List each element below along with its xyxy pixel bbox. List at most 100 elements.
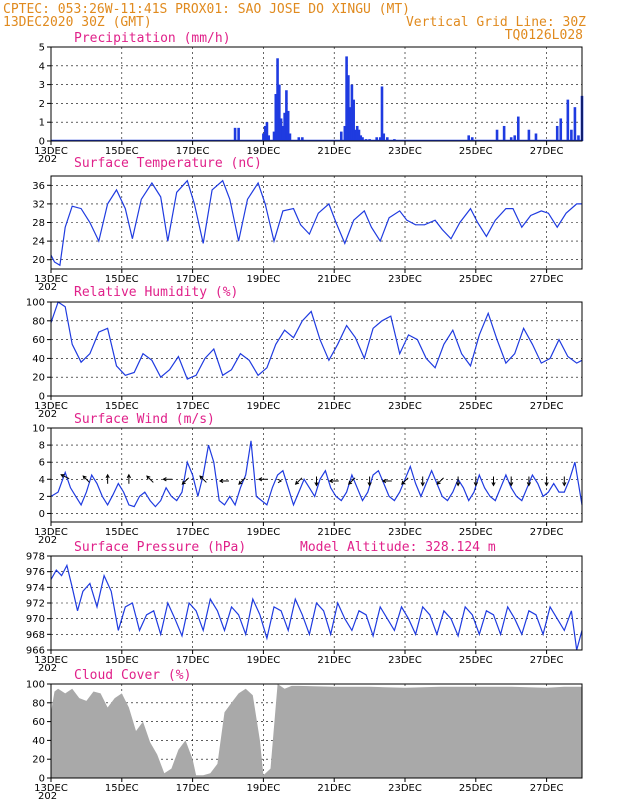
- wind-ytick-label: 8: [39, 441, 45, 452]
- wind-arrow-head: [544, 482, 549, 487]
- wind-arrow-head: [455, 482, 461, 487]
- wind-arrow-head: [257, 477, 263, 482]
- precip-bar: [343, 125, 347, 141]
- wind-arrow-shaft: [60, 474, 70, 480]
- precip-bar: [345, 56, 348, 141]
- rh-xtick-label: 13DEC: [34, 401, 68, 412]
- precip-bar: [354, 129, 357, 141]
- precip-bar: [279, 118, 283, 141]
- wind-arrow: [105, 473, 110, 484]
- cloud-xtick-label: 25DEC: [459, 783, 493, 794]
- wind-arrow-head: [238, 480, 243, 485]
- wind-arrow-head: [277, 478, 283, 484]
- precip-ytick-label: 5: [39, 43, 45, 54]
- wind-arrow-head: [436, 480, 441, 485]
- precip-bar: [350, 84, 354, 141]
- wind-arrow-head: [181, 480, 186, 485]
- wind-arrow-shaft: [295, 477, 303, 485]
- wind-arrow: [181, 477, 190, 485]
- wind-arrow: [82, 475, 90, 483]
- header-grid-note: Vertical Grid Line: 30Z: [406, 15, 586, 30]
- precip-ytick-label: 0: [39, 137, 45, 148]
- press-ytick-label: 976: [26, 567, 45, 578]
- wind-arrow: [562, 476, 567, 487]
- wind-arrow-head: [146, 475, 151, 480]
- cloud-xtick-label: 21DEC: [317, 783, 351, 794]
- wind-frame: [50, 427, 583, 523]
- precip-xtick-label: 19DEC: [247, 146, 281, 157]
- precip-bar: [355, 125, 359, 141]
- precip-bar: [573, 107, 577, 141]
- precip-bar: [566, 99, 570, 141]
- rh-title: Relative Humidity (%): [74, 285, 238, 300]
- wind-arrow: [420, 476, 425, 487]
- precip-ytick-label: 2: [39, 99, 45, 110]
- wind-arrow-shaft: [82, 475, 90, 483]
- wind-arrow: [455, 476, 461, 487]
- press-ytick-label: 966: [26, 646, 45, 657]
- wind-arrow: [146, 475, 154, 483]
- precip-xtick-label: 17DEC: [176, 146, 210, 157]
- rh-ytick-label: 80: [32, 316, 45, 327]
- precip-bar: [297, 137, 301, 141]
- press-xtick-label: 23DEC: [388, 655, 422, 666]
- wind-arrow-head: [126, 473, 131, 479]
- wind-year-label: 202: [38, 535, 57, 546]
- wind-xtick-label: 23DEC: [388, 527, 422, 538]
- precip-ytick-label: 1: [39, 118, 45, 129]
- wind-arrow: [347, 477, 356, 485]
- wind-arrow-head: [105, 473, 110, 479]
- wind-series-line: [50, 440, 583, 508]
- wind-xtick-label: 19DEC: [247, 527, 281, 538]
- precip-bar: [267, 135, 271, 141]
- wind-arrow: [367, 476, 372, 487]
- temp-ytick-label: 28: [32, 218, 45, 229]
- press-xtick-label: 13DEC: [34, 655, 68, 666]
- precip-bar: [470, 137, 474, 141]
- cloud-ytick-label: 60: [32, 717, 45, 728]
- precip-xtick-label: 25DEC: [459, 146, 493, 157]
- wind-arrow-head: [562, 482, 567, 487]
- precip-bar: [516, 116, 520, 141]
- cloud-title: Cloud Cover (%): [74, 668, 191, 683]
- wind-arrow: [294, 477, 303, 485]
- wind-ytick-label: 0: [39, 509, 45, 520]
- wind-arrow-head: [367, 482, 372, 487]
- wind-arrow-head: [328, 478, 334, 484]
- precip-bar: [272, 131, 276, 141]
- rh-frame: [50, 301, 583, 397]
- temp-xtick-label: 23DEC: [388, 274, 422, 285]
- precip-bar: [233, 127, 237, 141]
- press-xtick-label: 19DEC: [247, 655, 281, 666]
- cloud-xtick-label: 19DEC: [247, 783, 281, 794]
- press-frame: [50, 555, 583, 651]
- precip-frame: [50, 46, 583, 142]
- precip-bar: [285, 90, 288, 141]
- wind-arrow-shaft: [436, 477, 444, 485]
- wind-arrow: [126, 473, 131, 484]
- press-ytick-label: 972: [26, 599, 45, 610]
- wind-arrow: [162, 477, 173, 482]
- wind-arrow: [257, 477, 268, 482]
- precip-bar: [495, 129, 499, 141]
- rh-xtick-label: 27DEC: [530, 401, 564, 412]
- wind-arrow-head: [82, 475, 87, 480]
- precip-xtick-label: 15DEC: [105, 146, 139, 157]
- precip-bar: [286, 110, 290, 141]
- precip-bar: [274, 94, 278, 141]
- press-ytick-label: 970: [26, 614, 45, 625]
- precip-bar: [339, 131, 343, 141]
- precip-xtick-label: 27DEC: [530, 146, 564, 157]
- rh-ytick-label: 20: [32, 373, 45, 384]
- precip-xtick-label: 23DEC: [388, 146, 422, 157]
- wind-ytick-label: 4: [39, 475, 45, 486]
- press-altitude-label: Model Altitude: 328.124 m: [300, 540, 496, 555]
- temp-title: Surface Temperature (nC): [74, 156, 262, 171]
- precip-bar: [263, 125, 267, 141]
- cloud-xtick-label: 15DEC: [105, 783, 139, 794]
- precip-bar: [509, 137, 513, 141]
- wind-arrow: [401, 477, 409, 485]
- rh-ytick-label: 60: [32, 335, 45, 346]
- rh-xtick-label: 23DEC: [388, 401, 422, 412]
